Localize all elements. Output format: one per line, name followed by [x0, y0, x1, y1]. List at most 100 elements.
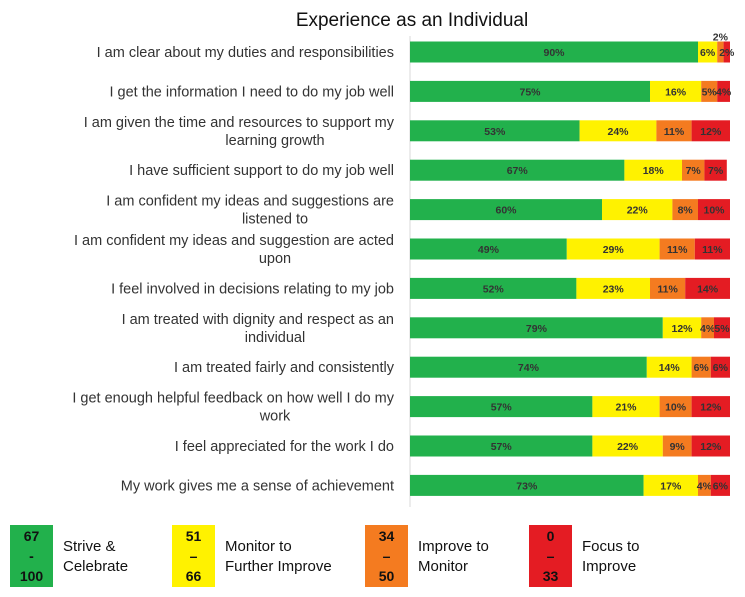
data-label: 9% — [670, 441, 686, 453]
bar-segment — [710, 356, 730, 378]
bar-segment — [410, 277, 577, 299]
data-label: 22% — [627, 205, 649, 217]
legend-label-line2: Celebrate — [63, 558, 129, 575]
bar-segment — [691, 435, 730, 457]
bar-segment — [410, 159, 625, 181]
bar-segment — [643, 474, 698, 496]
data-label: 57% — [491, 402, 513, 414]
bar-segment — [602, 199, 673, 221]
bar-segment — [410, 317, 663, 339]
data-label: 5% — [702, 86, 718, 98]
bar-segment — [662, 435, 692, 457]
bar-segment — [410, 474, 644, 496]
data-label: 74% — [518, 362, 540, 374]
legend-label-improve: Improve to Monitor — [418, 537, 489, 577]
data-label: 10% — [703, 205, 725, 217]
bar-segment — [410, 238, 567, 260]
bar-segment — [691, 396, 730, 418]
bar-segment — [682, 159, 705, 181]
data-label: 57% — [491, 441, 513, 453]
category-label: I am confident my ideas and suggestions … — [106, 194, 394, 228]
data-label: 7% — [708, 165, 724, 177]
bar-segment — [650, 277, 686, 299]
legend-label-line1: Focus to — [582, 538, 640, 555]
data-label: 17% — [660, 480, 682, 492]
category-label: I am treated fairly and consistently — [174, 360, 395, 376]
category-labels: I am clear about my duties and responsib… — [72, 45, 394, 494]
category-label: I am given the time and resources to sup… — [84, 115, 395, 149]
category-label: I have sufficient support to do my job w… — [129, 163, 394, 179]
data-label: 4% — [716, 86, 732, 98]
legend-label-line2: Monitor — [418, 558, 469, 575]
bar-segment — [410, 396, 593, 418]
bar-segment — [672, 199, 698, 221]
data-label: 2% — [713, 32, 729, 44]
data-label: 14% — [697, 283, 719, 295]
legend-label-line2: Further Improve — [225, 558, 332, 575]
legend-range-sep: – — [382, 548, 391, 564]
bar-segment — [646, 356, 692, 378]
data-label: 4% — [697, 480, 713, 492]
data-label: 29% — [603, 244, 625, 256]
data-label: 11% — [664, 126, 685, 138]
bar-segment — [579, 120, 657, 142]
data-label: 4% — [700, 323, 716, 335]
data-label: 12% — [700, 402, 722, 414]
legend-swatch-monitor: 51 – 66 — [172, 525, 215, 587]
data-label: 24% — [607, 126, 629, 138]
data-label: 67% — [507, 165, 529, 177]
bar-segment — [717, 41, 724, 63]
bars: 90% 6%2%2%75% 16% 5% 4%53% 24% 11% 12%67% 18% 7% 7… — [410, 32, 735, 496]
legend-range-top: 34 — [378, 528, 395, 544]
legend-label-line1: Strive & — [63, 538, 116, 555]
bar-segment — [694, 238, 730, 260]
bar-segment — [650, 80, 702, 102]
bar-segment — [592, 435, 663, 457]
data-label: 6% — [713, 480, 729, 492]
data-label: 90% — [543, 47, 565, 59]
legend-label-monitor: Monitor to Further Improve — [225, 537, 332, 577]
category-label: I feel appreciated for the work I do — [175, 439, 394, 455]
bar-segment — [656, 120, 692, 142]
bar-segment — [704, 159, 727, 181]
data-label: 11% — [702, 244, 723, 256]
data-label: 14% — [659, 362, 681, 374]
category-label: I am treated with dignity and respect as… — [122, 312, 394, 346]
bar-segment — [659, 238, 695, 260]
category-label: I get the information I need to do my jo… — [109, 84, 394, 100]
data-label: 2% — [719, 47, 735, 59]
bar-segment — [592, 396, 660, 418]
bar-segment — [685, 277, 730, 299]
bar-segment — [410, 41, 698, 63]
legend-range-top: 67 — [23, 528, 40, 544]
chart-title: Experience as an Individual — [296, 10, 528, 31]
legend-swatch-strive: 67 - 100 — [10, 525, 53, 587]
data-label: 75% — [519, 86, 541, 98]
bar-segment — [710, 474, 730, 496]
legend-label-focus: Focus to Improve — [582, 537, 640, 577]
data-label: 53% — [484, 126, 506, 138]
bar-segment — [576, 277, 650, 299]
data-label: 18% — [643, 165, 665, 177]
legend-label-strive: Strive & Celebrate — [63, 537, 128, 577]
data-label: 21% — [615, 402, 637, 414]
bar-segment — [723, 41, 730, 63]
legend-range-top: 51 — [185, 528, 202, 544]
legend-range-sep: - — [29, 548, 34, 564]
data-label: 12% — [700, 126, 722, 138]
data-label: 49% — [478, 244, 500, 256]
data-label: 11% — [657, 283, 678, 295]
data-label: 5% — [714, 323, 730, 335]
data-label: 79% — [526, 323, 548, 335]
category-label: I get enough helpful feedback on how wel… — [72, 391, 394, 425]
data-label: 16% — [665, 86, 687, 98]
bar-segment — [662, 317, 702, 339]
bar-segment — [410, 120, 580, 142]
bar-segment — [691, 120, 730, 142]
legend-label-line1: Improve to — [418, 538, 489, 555]
data-label: 6% — [694, 362, 710, 374]
bar-segment — [659, 396, 692, 418]
data-label: 10% — [665, 402, 687, 414]
category-label: I am confident my ideas and suggestion a… — [74, 233, 394, 267]
data-label: 11% — [667, 244, 688, 256]
